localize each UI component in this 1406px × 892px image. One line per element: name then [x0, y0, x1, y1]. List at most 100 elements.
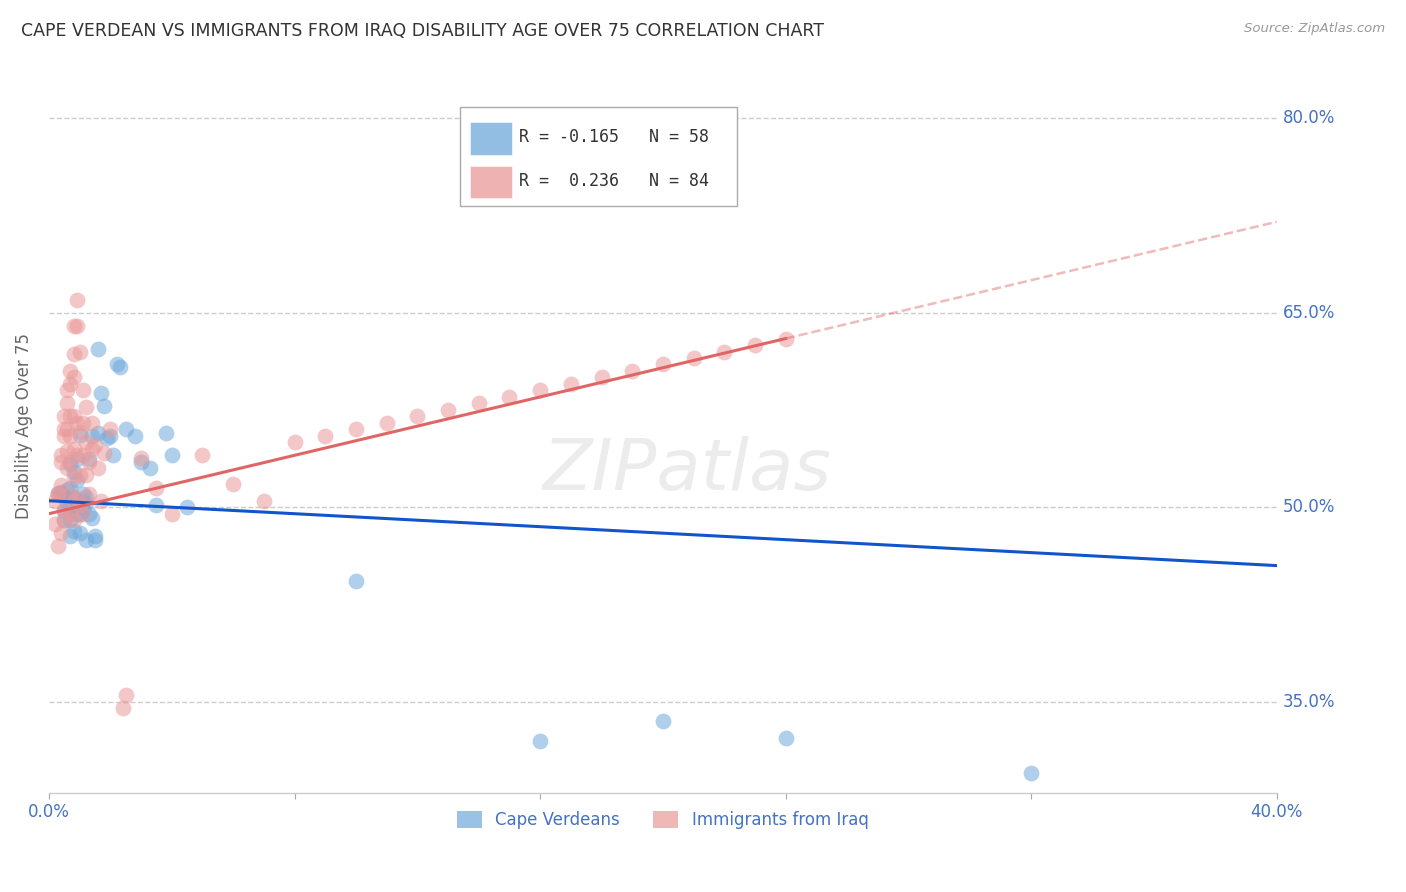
Point: [69, 467, 91, 482]
Point: [87, 342, 110, 356]
Point: [53, 490, 76, 504]
Point: [437, 403, 460, 417]
Point: [56, 422, 79, 436]
Point: [314, 429, 336, 443]
Point: [51, 487, 73, 501]
Point: [59, 481, 82, 495]
Point: [65, 498, 87, 512]
Point: [155, 426, 177, 441]
Point: [46, 487, 69, 501]
Point: [53, 513, 76, 527]
Point: [344, 422, 367, 436]
Point: [80, 429, 103, 443]
Point: [72, 503, 94, 517]
Point: [98, 429, 121, 443]
Point: [222, 476, 245, 491]
Point: [62, 501, 84, 516]
Point: [51, 484, 73, 499]
Point: [53, 409, 76, 424]
Point: [51, 448, 73, 462]
Point: [145, 481, 167, 495]
Point: [46, 539, 69, 553]
Point: [467, 396, 489, 410]
Point: [56, 496, 79, 510]
Point: [145, 498, 167, 512]
Point: [59, 529, 82, 543]
Point: [775, 731, 797, 746]
Point: [46, 486, 69, 500]
Point: [80, 416, 103, 430]
Point: [96, 432, 118, 446]
Y-axis label: Disability Age Over 75: Disability Age Over 75: [15, 333, 32, 519]
Point: [59, 507, 82, 521]
Point: [69, 427, 91, 442]
Point: [75, 435, 97, 450]
Point: [77, 507, 100, 521]
Point: [51, 478, 73, 492]
Point: [406, 409, 429, 424]
Text: CAPE VERDEAN VS IMMIGRANTS FROM IRAQ DISABILITY AGE OVER 75 CORRELATION CHART: CAPE VERDEAN VS IMMIGRANTS FROM IRAQ DIS…: [21, 22, 824, 40]
Point: [591, 370, 613, 384]
Point: [87, 426, 110, 441]
Point: [59, 487, 82, 501]
Point: [108, 360, 131, 375]
Point: [59, 513, 82, 527]
FancyBboxPatch shape: [470, 166, 512, 198]
Point: [621, 364, 644, 378]
Point: [62, 409, 84, 424]
Point: [651, 714, 673, 729]
Text: 50.0%: 50.0%: [1282, 499, 1336, 516]
Text: R =  0.236   N = 84: R = 0.236 N = 84: [519, 171, 709, 190]
Point: [44, 517, 66, 532]
Point: [53, 503, 76, 517]
Point: [87, 461, 110, 475]
Text: 80.0%: 80.0%: [1282, 109, 1336, 127]
Point: [72, 384, 94, 398]
Point: [59, 503, 82, 517]
Point: [176, 500, 198, 515]
Point: [111, 701, 134, 715]
Point: [114, 422, 136, 436]
Point: [65, 318, 87, 333]
Point: [62, 465, 84, 479]
Point: [69, 526, 91, 541]
Point: [69, 500, 91, 515]
Point: [62, 370, 84, 384]
Legend: Cape Verdeans, Immigrants from Iraq: Cape Verdeans, Immigrants from Iraq: [450, 804, 876, 836]
Point: [84, 529, 107, 543]
Point: [344, 574, 367, 589]
Point: [90, 493, 112, 508]
Point: [93, 446, 115, 460]
Point: [529, 733, 551, 747]
Point: [65, 507, 87, 521]
Point: [1019, 766, 1042, 780]
Point: [75, 401, 97, 415]
Point: [59, 458, 82, 472]
Point: [129, 455, 152, 469]
Text: 35.0%: 35.0%: [1282, 693, 1336, 711]
Point: [65, 473, 87, 487]
Point: [253, 493, 276, 508]
Point: [129, 450, 152, 465]
Point: [160, 448, 183, 462]
Text: R = -0.165   N = 58: R = -0.165 N = 58: [519, 128, 709, 146]
FancyBboxPatch shape: [470, 122, 512, 154]
Point: [75, 533, 97, 547]
Point: [682, 351, 704, 365]
Point: [72, 416, 94, 430]
Point: [72, 507, 94, 521]
Point: [56, 384, 79, 398]
Point: [69, 498, 91, 512]
Point: [775, 332, 797, 346]
Point: [90, 386, 112, 401]
Point: [744, 338, 766, 352]
Point: [65, 416, 87, 430]
Point: [62, 493, 84, 508]
Point: [62, 347, 84, 361]
Point: [53, 513, 76, 527]
Point: [62, 318, 84, 333]
Point: [69, 344, 91, 359]
Point: [80, 510, 103, 524]
Point: [46, 487, 69, 501]
Point: [65, 448, 87, 462]
